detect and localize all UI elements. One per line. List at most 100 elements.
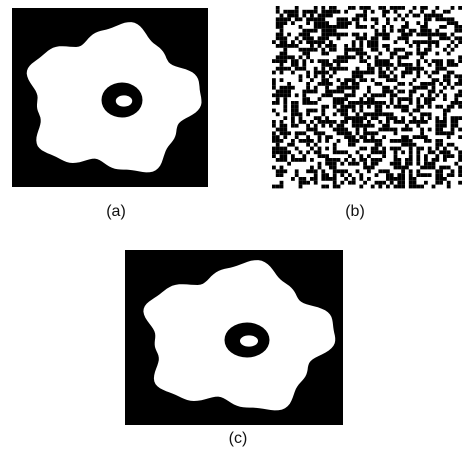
- noise-pixel: [454, 93, 458, 97]
- noise-pixel: [394, 116, 398, 120]
- noise-pixel: [443, 124, 447, 128]
- noise-pixel: [405, 14, 409, 18]
- noise-pixel: [405, 128, 409, 132]
- noise-pixel: [424, 120, 428, 124]
- noise-pixel: [401, 90, 405, 94]
- noise-pixel: [409, 181, 413, 185]
- noise-pixel: [382, 74, 386, 78]
- noise-pixel: [306, 33, 310, 37]
- noise-pixel: [337, 131, 341, 135]
- noise-pixel: [409, 162, 413, 166]
- noise-pixel: [329, 67, 333, 71]
- noise-pixel: [435, 63, 439, 67]
- noise-pixel: [378, 101, 382, 105]
- noise-pixel: [416, 147, 420, 151]
- noise-pixel: [272, 78, 276, 82]
- noise-pixel: [302, 93, 306, 97]
- noise-pixel: [371, 158, 375, 162]
- noise-pixel: [458, 93, 462, 97]
- noise-pixel: [314, 181, 318, 185]
- noise-pixel: [337, 17, 341, 21]
- noise-pixel: [276, 169, 280, 173]
- noise-pixel: [302, 101, 306, 105]
- noise-pixel: [314, 40, 318, 44]
- noise-pixel: [280, 93, 284, 97]
- noise-pixel: [394, 139, 398, 143]
- noise-pixel: [375, 150, 379, 154]
- noise-pixel: [287, 55, 291, 59]
- noise-pixel: [424, 86, 428, 90]
- noise-pixel: [283, 147, 287, 151]
- noise-pixel: [458, 59, 462, 63]
- noise-pixel: [348, 55, 352, 59]
- noise-pixel: [409, 44, 413, 48]
- noise-pixel: [409, 139, 413, 143]
- noise-pixel: [359, 44, 363, 48]
- noise-pixel: [409, 173, 413, 177]
- noise-pixel: [310, 10, 314, 14]
- noise-pixel: [310, 36, 314, 40]
- noise-pixel: [367, 86, 371, 90]
- noise-pixel: [443, 25, 447, 29]
- noise-pixel: [386, 185, 390, 189]
- noise-pixel: [356, 48, 360, 52]
- noise-pixel: [306, 112, 310, 116]
- noise-pixel: [348, 105, 352, 109]
- noise-pixel: [337, 109, 341, 113]
- noise-pixel: [424, 6, 428, 10]
- noise-pixel: [401, 36, 405, 40]
- noise-pixel: [439, 181, 443, 185]
- noise-pixel: [280, 166, 284, 170]
- noise-pixel: [325, 82, 329, 86]
- noise-pixel: [280, 21, 284, 25]
- noise-pixel: [439, 17, 443, 21]
- noise-pixel: [280, 63, 284, 67]
- noise-pixel: [435, 154, 439, 158]
- noise-pixel: [359, 185, 363, 189]
- noise-pixel: [409, 177, 413, 181]
- noise-pixel: [386, 33, 390, 37]
- noise-pixel: [458, 36, 462, 40]
- noise-pixel: [337, 185, 341, 189]
- noise-pixel: [416, 40, 420, 44]
- noise-pixel: [439, 25, 443, 29]
- noise-pixel: [432, 162, 436, 166]
- noise-pixel: [447, 181, 451, 185]
- noise-pixel: [401, 33, 405, 37]
- noise-pixel: [272, 131, 276, 135]
- noise-pixel: [458, 158, 462, 162]
- noise-pixel: [413, 116, 417, 120]
- noise-pixel: [318, 131, 322, 135]
- noise-pixel: [439, 124, 443, 128]
- noise-pixel: [276, 93, 280, 97]
- noise-pixel: [435, 181, 439, 185]
- noise-pixel: [401, 120, 405, 124]
- noise-pixel: [356, 36, 360, 40]
- noise-pixel: [321, 71, 325, 75]
- noise-pixel: [344, 44, 348, 48]
- noise-pixel: [352, 44, 356, 48]
- noise-pixel: [386, 173, 390, 177]
- noise-pixel: [424, 97, 428, 101]
- noise-pixel: [333, 101, 337, 105]
- noise-pixel: [420, 55, 424, 59]
- noise-pixel: [344, 55, 348, 59]
- noise-pixel: [306, 128, 310, 132]
- noise-pixel: [435, 120, 439, 124]
- noise-pixel: [375, 36, 379, 40]
- noise-pixel: [272, 93, 276, 97]
- noise-pixel: [428, 166, 432, 170]
- noise-pixel: [386, 74, 390, 78]
- noise-pixel: [325, 86, 329, 90]
- noise-pixel: [394, 74, 398, 78]
- noise-pixel: [352, 120, 356, 124]
- noise-pixel: [302, 67, 306, 71]
- noise-pixel: [439, 36, 443, 40]
- caption: (b): [345, 203, 365, 220]
- noise-pixel: [287, 44, 291, 48]
- noise-pixel: [283, 55, 287, 59]
- noise-pixel: [390, 162, 394, 166]
- noise-pixel: [382, 59, 386, 63]
- noise-pixel: [333, 185, 337, 189]
- noise-pixel: [344, 116, 348, 120]
